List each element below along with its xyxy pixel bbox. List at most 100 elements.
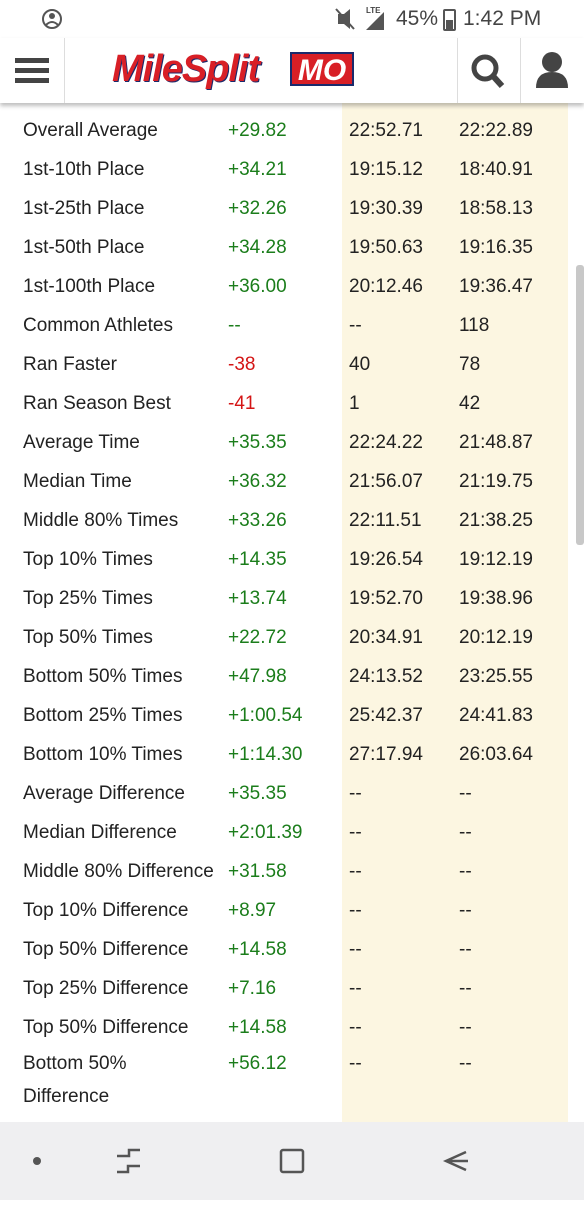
row-label: Top 50% Times: [23, 627, 153, 648]
row-label: Average Time: [23, 432, 140, 453]
table-row: Top 25% Times +13.74 19:52.70 19:38.96: [0, 579, 584, 618]
row-label: Ran Faster: [23, 354, 117, 375]
row-label: Overall Average: [23, 120, 158, 141]
navigation-bar: [0, 1122, 584, 1200]
table-row: Top 50% Difference +14.58 -- --: [0, 930, 584, 969]
table-row: 1st-100th Place +36.00 20:12.46 19:36.47: [0, 267, 584, 306]
value-a: 20:12.46: [349, 276, 423, 297]
site-logo[interactable]: MileSplit: [112, 48, 260, 90]
value-b: 18:40.91: [459, 159, 533, 180]
table-row: Top 50% Difference +14.58 -- --: [0, 1008, 584, 1047]
difference: +32.26: [228, 198, 287, 219]
table-row: Bottom 50% Times +47.98 24:13.52 23:25.55: [0, 657, 584, 696]
stats-table: Overall Average +29.82 22:52.71 22:22.89 1st…: [0, 111, 584, 1113]
row-label: Top 10% Difference: [23, 900, 189, 921]
search-button[interactable]: [458, 38, 520, 103]
row-label: Middle 80% Difference: [23, 861, 214, 882]
value-b: --: [459, 861, 472, 882]
difference: +34.21: [228, 159, 287, 180]
difference: +2:01.39: [228, 822, 303, 843]
row-label: Top 50% Difference: [23, 939, 189, 960]
table-row: Median Difference +2:01.39 -- --: [0, 813, 584, 852]
value-b: 118: [459, 315, 490, 336]
row-label: Median Difference: [23, 822, 177, 843]
value-b: 21:38.25: [459, 510, 533, 531]
table-row: Overall Average +29.82 22:52.71 22:22.89: [0, 111, 584, 150]
value-b: 42: [459, 393, 481, 414]
difference: +36.32: [228, 471, 287, 492]
table-row: Ran Season Best -41 1 42: [0, 384, 584, 423]
value-b: 23:25.55: [459, 666, 533, 687]
table-row: 1st-10th Place +34.21 19:15.12 18:40.91: [0, 150, 584, 189]
value-a: 40: [349, 354, 371, 375]
difference: +13.74: [228, 588, 287, 609]
value-a: --: [349, 315, 362, 336]
table-row: 1st-25th Place +32.26 19:30.39 18:58.13: [0, 189, 584, 228]
value-b: 19:38.96: [459, 588, 533, 609]
table-row: Top 10% Times +14.35 19:26.54 19:12.19: [0, 540, 584, 579]
region-badge[interactable]: MO: [290, 52, 354, 87]
value-a: 19:52.70: [349, 588, 423, 609]
table-row: Average Difference +35.35 -- --: [0, 774, 584, 813]
row-label: Top 50% Difference: [23, 1017, 189, 1038]
value-b: 19:16.35: [459, 237, 533, 258]
difference: -38: [228, 354, 256, 375]
difference: +35.35: [228, 432, 287, 453]
value-a: 27:17.94: [349, 744, 423, 765]
value-a: 22:52.71: [349, 120, 423, 141]
row-label: Top 25% Times: [23, 588, 153, 609]
value-b: 20:12.19: [459, 627, 533, 648]
value-b: --: [459, 783, 472, 804]
value-a: 19:30.39: [349, 198, 423, 219]
value-b: 22:22.89: [459, 120, 533, 141]
row-label: 1st-50th Place: [23, 237, 145, 258]
value-b: --: [459, 978, 472, 999]
value-b: --: [459, 900, 472, 921]
row-label: Top 25% Difference: [23, 978, 189, 999]
separator: [64, 38, 65, 103]
difference: +56.12: [228, 1053, 287, 1074]
table-row: Top 10% Difference +8.97 -- --: [0, 891, 584, 930]
row-label: Ran Season Best: [23, 393, 171, 414]
value-a: 25:42.37: [349, 705, 423, 726]
value-b: 21:19.75: [459, 471, 533, 492]
difference: +35.35: [228, 783, 287, 804]
table-row: Bottom 50% Difference +56.12 -- --: [0, 1047, 584, 1113]
table-row: Middle 80% Difference +31.58 -- --: [0, 852, 584, 891]
difference: --: [228, 315, 241, 336]
value-b: 21:48.87: [459, 432, 533, 453]
value-a: --: [349, 1017, 362, 1038]
table-row: Average Time +35.35 22:24.22 21:48.87: [0, 423, 584, 462]
row-label: Median Time: [23, 471, 132, 492]
value-b: --: [459, 939, 472, 960]
table-row: Middle 80% Times +33.26 22:11.51 21:38.25: [0, 501, 584, 540]
table-row: Median Time +36.32 21:56.07 21:19.75: [0, 462, 584, 501]
difference: +36.00: [228, 276, 287, 297]
difference: +33.26: [228, 510, 287, 531]
difference: +1:14.30: [228, 744, 303, 765]
table-row: Bottom 25% Times +1:00.54 25:42.37 24:41.83: [0, 696, 584, 735]
value-b: 26:03.64: [459, 744, 533, 765]
nav-icons: [33, 1148, 468, 1174]
value-a: 22:24.22: [349, 432, 423, 453]
menu-button[interactable]: [0, 38, 64, 103]
difference: +22.72: [228, 627, 287, 648]
value-a: 1: [349, 393, 360, 414]
value-a: --: [349, 861, 362, 882]
site-header: MileSplit MO: [0, 38, 584, 103]
difference: +47.98: [228, 666, 287, 687]
value-b: 18:58.13: [459, 198, 533, 219]
value-a: 20:34.91: [349, 627, 423, 648]
row-label: 1st-100th Place: [23, 276, 156, 297]
value-a: 22:11.51: [349, 510, 422, 531]
value-a: 19:50.63: [349, 237, 423, 258]
table-row: Ran Faster -38 40 78: [0, 345, 584, 384]
scrollbar[interactable]: [576, 265, 584, 545]
row-label: 1st-10th Place: [23, 159, 145, 180]
table-row: Common Athletes -- -- 118: [0, 306, 584, 345]
separator: [520, 38, 521, 103]
account-button[interactable]: [521, 38, 584, 103]
separator: [457, 38, 458, 103]
value-a: --: [349, 939, 362, 960]
